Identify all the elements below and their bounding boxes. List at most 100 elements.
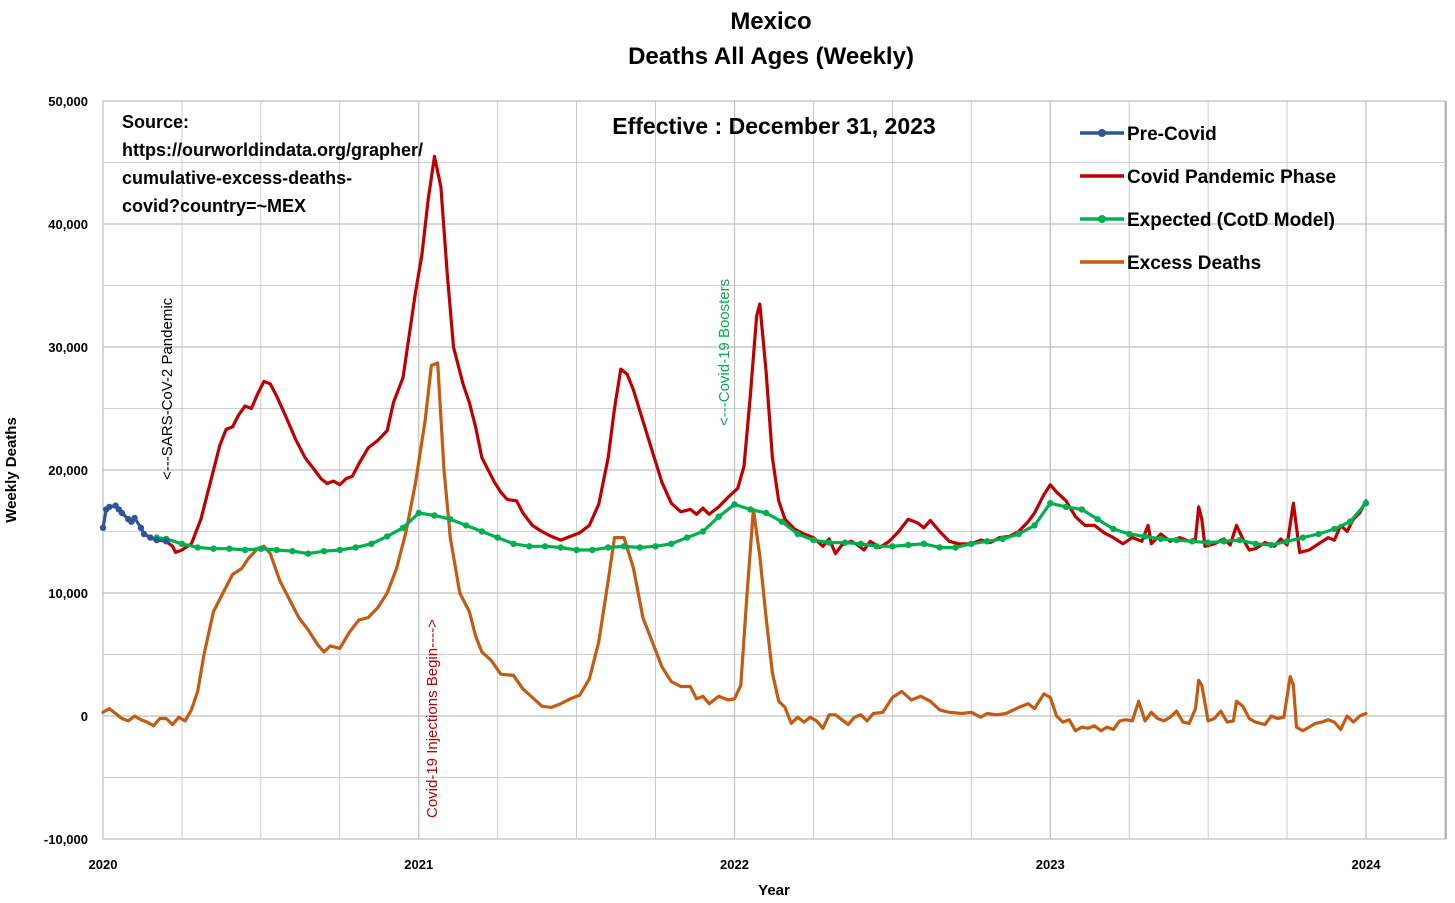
series-point-expected-cotd-model bbox=[273, 546, 280, 554]
series-point-expected-cotd-model bbox=[1157, 535, 1165, 543]
x-tick-labels: 2020 2021 2022 2023 2024 bbox=[89, 857, 1382, 872]
series-point-expected-cotd-model bbox=[889, 543, 896, 550]
series-point-expected-cotd-model bbox=[1094, 516, 1101, 523]
series-point-expected-cotd-model bbox=[573, 546, 580, 554]
legend-label-covid-pandemic-phase: Covid Pandemic Phase bbox=[1127, 167, 1336, 188]
chart-title: Mexico bbox=[730, 8, 811, 35]
series-point-pre-covid bbox=[118, 509, 126, 517]
series-point-expected-cotd-model bbox=[194, 544, 201, 551]
series-point-expected-cotd-model bbox=[384, 533, 391, 540]
series-point-expected-cotd-model bbox=[257, 545, 265, 552]
series-point-expected-cotd-model bbox=[936, 544, 943, 551]
legend-marker-pre-covid bbox=[1098, 129, 1106, 137]
series-point-pre-covid bbox=[99, 524, 107, 531]
series-point-expected-cotd-model bbox=[1141, 533, 1149, 540]
effective-date-label: Effective : December 31, 2023 bbox=[612, 113, 935, 139]
series-point-expected-cotd-model bbox=[652, 543, 659, 550]
series-point-expected-cotd-model bbox=[526, 543, 533, 550]
series-point-expected-cotd-model bbox=[826, 539, 833, 546]
series-point-expected-cotd-model bbox=[431, 512, 438, 519]
x-tick-label: 2021 bbox=[404, 857, 433, 872]
legend-label-pre-covid: Pre-Covid bbox=[1127, 124, 1217, 145]
series-point-expected-cotd-model bbox=[983, 538, 991, 545]
series-point-expected-cotd-model bbox=[352, 544, 359, 551]
source-line-4: covid?country=~MEX bbox=[122, 196, 306, 216]
series-point-expected-cotd-model bbox=[241, 546, 249, 554]
series-point-expected-cotd-model bbox=[747, 506, 754, 513]
series-point-expected-cotd-model bbox=[1062, 503, 1070, 511]
series-point-expected-cotd-model bbox=[557, 544, 564, 551]
y-tick-label: 20,000 bbox=[48, 463, 88, 478]
series-point-expected-cotd-model bbox=[1204, 539, 1212, 546]
series-point-expected-cotd-model bbox=[731, 501, 738, 508]
series-point-expected-cotd-model bbox=[226, 545, 233, 552]
series-point-pre-covid bbox=[137, 524, 145, 531]
series-point-pre-covid bbox=[131, 514, 138, 522]
series-point-expected-cotd-model bbox=[1031, 522, 1038, 529]
series-point-expected-cotd-model bbox=[699, 528, 707, 535]
series-point-expected-cotd-model bbox=[305, 550, 312, 557]
x-tick-label: 2020 bbox=[89, 857, 118, 872]
y-axis-label: Weekly Deaths bbox=[3, 417, 20, 523]
series-point-expected-cotd-model bbox=[1110, 525, 1117, 533]
annotation-injections-begin: Covid-19 Injections Begin----> bbox=[424, 619, 441, 818]
series-point-pre-covid bbox=[147, 534, 154, 541]
series-point-expected-cotd-model bbox=[968, 540, 975, 547]
series-point-expected-cotd-model bbox=[620, 543, 628, 550]
chart-subtitle: Deaths All Ages (Weekly) bbox=[628, 43, 914, 70]
annotation-sars-cov-2: <---SARS-CoV-2 Pandemic bbox=[159, 297, 176, 480]
series-point-expected-cotd-model bbox=[762, 509, 770, 517]
series-point-expected-cotd-model bbox=[320, 548, 328, 555]
series-point-expected-cotd-model bbox=[905, 541, 912, 549]
series-point-expected-cotd-model bbox=[605, 544, 612, 551]
series-point-expected-cotd-model bbox=[1315, 530, 1322, 538]
series-point-expected-cotd-model bbox=[462, 522, 470, 529]
series-point-expected-cotd-model bbox=[1331, 525, 1338, 533]
legend-marker-expected-cotd-model bbox=[1098, 215, 1106, 223]
series-point-expected-cotd-model bbox=[1236, 536, 1243, 544]
series-point-expected-cotd-model bbox=[541, 543, 549, 550]
y-tick-label: -10,000 bbox=[44, 832, 88, 847]
series-point-expected-cotd-model bbox=[1126, 530, 1133, 538]
series-point-expected-cotd-model bbox=[589, 546, 596, 554]
series-point-expected-cotd-model bbox=[1189, 538, 1196, 545]
series-point-expected-cotd-model bbox=[478, 528, 486, 535]
series-line-excess-deaths bbox=[101, 361, 1368, 733]
series-point-expected-cotd-model bbox=[810, 536, 817, 544]
series-point-expected-cotd-model bbox=[1015, 530, 1022, 538]
series-point-expected-cotd-model bbox=[210, 545, 217, 552]
y-tick-label: 10,000 bbox=[48, 586, 88, 601]
legend-label-excess-deaths: Excess Deaths bbox=[1127, 253, 1261, 274]
series-point-expected-cotd-model bbox=[1252, 540, 1259, 547]
series-point-expected-cotd-model bbox=[1078, 506, 1086, 513]
series-point-expected-cotd-model bbox=[1299, 534, 1307, 541]
series-point-expected-cotd-model bbox=[368, 540, 375, 547]
series-point-expected-cotd-model bbox=[399, 524, 407, 531]
annotation-boosters: <---Covid-19 Boosters bbox=[716, 279, 733, 426]
series-point-expected-cotd-model bbox=[447, 516, 454, 523]
series-point-expected-cotd-model bbox=[494, 534, 501, 541]
series-point-expected-cotd-model bbox=[841, 539, 849, 546]
series-point-expected-cotd-model bbox=[510, 540, 517, 547]
x-tick-label: 2022 bbox=[720, 857, 749, 872]
series-point-expected-cotd-model bbox=[952, 544, 959, 551]
series-point-expected-cotd-model bbox=[1220, 538, 1228, 545]
source-line-1: Source: bbox=[122, 112, 189, 132]
x-axis-label: Year bbox=[758, 882, 790, 899]
series-point-expected-cotd-model bbox=[289, 548, 296, 555]
series-point-expected-cotd-model bbox=[715, 513, 722, 520]
series-point-expected-cotd-model bbox=[178, 540, 186, 547]
series-point-expected-cotd-model bbox=[794, 530, 801, 538]
series-point-expected-cotd-model bbox=[920, 540, 928, 547]
series-point-expected-cotd-model bbox=[1047, 500, 1054, 507]
series-group bbox=[99, 154, 1370, 733]
series-point-expected-cotd-model bbox=[1283, 538, 1291, 545]
series-point-expected-cotd-model bbox=[778, 518, 786, 525]
series-point-pre-covid bbox=[140, 530, 148, 538]
series-point-expected-cotd-model bbox=[873, 543, 880, 550]
y-tick-label: 40,000 bbox=[48, 217, 88, 232]
y-tick-label: 50,000 bbox=[48, 94, 88, 109]
source-line-3: cumulative-excess-deaths- bbox=[122, 168, 352, 188]
y-tick-label: 30,000 bbox=[48, 340, 88, 355]
x-tick-label: 2024 bbox=[1352, 857, 1382, 872]
